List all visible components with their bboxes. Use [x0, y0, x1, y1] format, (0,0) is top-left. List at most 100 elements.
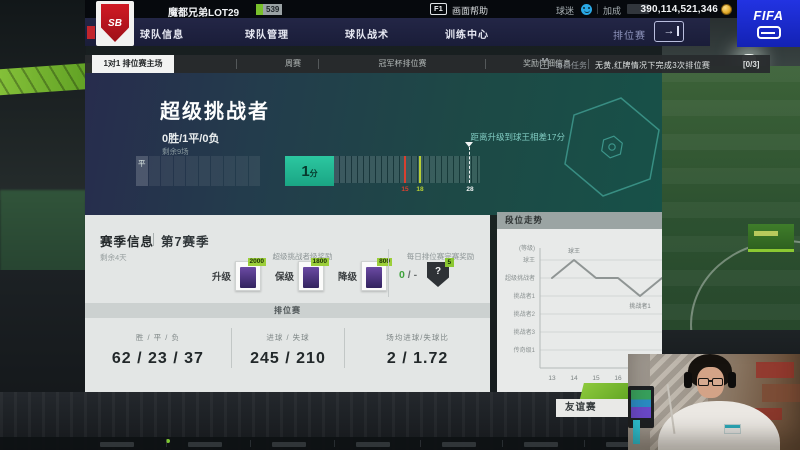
svg-text:挑战者3: 挑战者3: [514, 328, 536, 336]
placement-segment: [198, 156, 210, 186]
bottom-menu-item[interactable]: [272, 442, 306, 447]
pitchside-ad-board-right: [748, 224, 794, 252]
current-points-value: 1: [301, 162, 310, 180]
daily-reward-rest: / -: [404, 269, 418, 281]
bottom-menu-separator: [420, 440, 421, 447]
streamer-head: [684, 354, 736, 402]
bottom-menu-separator: [166, 440, 167, 447]
rank-reward-3[interactable]: 降级 800: [338, 258, 392, 291]
team-name: 魔都兄弟LOT29: [168, 8, 240, 19]
bottom-menu-item[interactable]: [356, 442, 390, 447]
season-panel: 赛季信息 第7赛季 剩余4天 超级挑战者级奖励 升级 2000 保级 1800 降级 80…: [85, 215, 490, 392]
team-level-value: 539: [263, 4, 283, 15]
topbar-divider: [597, 4, 598, 14]
streamer-shirt-logo: [724, 424, 741, 434]
nav-item-4[interactable]: 训练中心: [445, 30, 489, 41]
bottom-menu-item[interactable]: [188, 442, 222, 447]
team-level-badge: 539: [256, 4, 283, 15]
daily-task-progress: [0/3]: [743, 60, 760, 69]
calendar-icon: [540, 57, 549, 69]
webcam-monitor-screen: [631, 390, 651, 418]
bottom-menu-separator: [502, 440, 503, 447]
svg-text:挑战者1: 挑战者1: [514, 292, 536, 300]
current-points-block: 1 分: [285, 156, 334, 186]
rank-emblem-hexagon-icon: [564, 97, 660, 197]
placement-bar: 平: [136, 156, 260, 186]
bonus-label: 加成: [603, 6, 622, 16]
svg-text:16: 16: [614, 375, 622, 382]
rank-panel: 超级挑战者 0胜/1平/0负 剩余9场 平 1 分 15 18 28 距离升级到球王…: [85, 73, 662, 215]
stat-label: 场均进球/失球比: [386, 333, 449, 342]
bottom-menu-separator: [584, 440, 585, 447]
daily-reward-shield-icon[interactable]: ?: [427, 262, 449, 287]
tab-separator: [485, 59, 486, 69]
placement-segment: [211, 156, 223, 186]
current-points-unit: 分: [309, 168, 318, 178]
bottom-menu-item[interactable]: [442, 442, 476, 447]
tab-4[interactable]: 奖励详细信息: [523, 59, 571, 68]
reward-card-icon: 1800: [298, 258, 329, 291]
bottom-menu-item[interactable]: [524, 442, 558, 447]
bottom-menu-item[interactable]: [100, 442, 134, 447]
stat-col-1: 胜 / 平 / 负 62 / 23 / 37: [85, 328, 231, 368]
tab-2[interactable]: 周赛: [285, 59, 301, 68]
placement-segment: [173, 156, 185, 186]
svg-text:挑战者1: 挑战者1: [629, 302, 651, 310]
placement-segment: [223, 156, 235, 186]
coin-icon: [721, 3, 732, 15]
exit-arrow-icon: →: [663, 25, 675, 37]
streamer-webcam: [628, 354, 800, 450]
rewards-divider: [388, 249, 389, 297]
fifa-e-icon: [756, 26, 781, 39]
placement-segment: [236, 156, 248, 186]
reward-label: 升级: [212, 272, 232, 283]
nav-item-1[interactable]: 球队信息: [140, 30, 184, 41]
rank-reward-1[interactable]: 升级 2000: [212, 258, 267, 291]
milestone-tick: [404, 156, 406, 183]
placement-segment: [148, 156, 160, 186]
team-crest-shield-icon: SB: [101, 4, 129, 42]
season-days-remaining: 剩余4天: [100, 253, 127, 262]
promotion-hint: 距离升级到球王相差17分: [470, 132, 565, 142]
bottom-menu-separator: [250, 440, 251, 447]
webcam-shelf-box: [762, 384, 800, 402]
friendly-match-button[interactable]: 友谊赛: [556, 399, 633, 417]
tab-3[interactable]: 冠军杯排位赛: [378, 59, 427, 68]
fifa-logo-text: FIFA: [753, 8, 784, 23]
stat-col-2: 进球 / 失球 245 / 210: [230, 328, 344, 368]
pitchside-ad-board-right-text: [754, 231, 778, 236]
rank-reward-2[interactable]: 保级 1800: [274, 258, 329, 291]
milestone-label: 28: [466, 186, 474, 193]
daily-task-text[interactable]: 无黄,红牌情况下完成3次排位赛: [595, 61, 711, 70]
stat-label: 胜 / 平 / 负: [135, 333, 180, 342]
daily-reward-done: 0: [399, 269, 405, 281]
rank-rewards-title: 超级挑战者级奖励: [272, 252, 333, 261]
webcam-vignette: [628, 354, 800, 450]
stats-row: 胜 / 平 / 负 62 / 23 / 37 进球 / 失球 245 / 210 场均进…: [85, 328, 490, 368]
level-badge-accent: [256, 4, 263, 15]
svg-text:15: 15: [592, 375, 600, 382]
reward-label: 保级: [274, 272, 294, 283]
reward-value-tag: 1800: [310, 258, 329, 266]
team-crest[interactable]: SB: [96, 1, 134, 46]
glasses-right-lens: [712, 378, 723, 386]
card-pack-icon: [365, 267, 382, 288]
sub-tab-bar: 1对1 排位赛主场 周赛 冠军杯排位赛 奖励详细信息 每日任务 无黄,红牌情况下完成3…: [85, 55, 770, 73]
svg-text:挑战者2: 挑战者2: [514, 310, 536, 318]
exit-mode-button[interactable]: →: [654, 21, 684, 42]
tab-separator: [236, 59, 237, 69]
daily-reward-progress: 0 / -: [399, 269, 417, 281]
promotion-goal-line: [469, 147, 470, 183]
milestone-tick: [419, 156, 421, 183]
glasses-left-lens: [698, 378, 709, 386]
points-progress-bar: 15 18 28: [334, 142, 480, 193]
screen-help-label[interactable]: 画面帮助: [452, 6, 489, 16]
fans-smiley-icon: [581, 3, 592, 15]
nav-item-3[interactable]: 球队战术: [345, 30, 389, 41]
tab-1[interactable]: 1对1 排位赛主场: [92, 55, 174, 73]
svg-text:超级挑战者: 超级挑战者: [505, 274, 535, 282]
rank-record: 0胜/1平/0负: [162, 133, 220, 145]
nav-item-2[interactable]: 球队管理: [245, 30, 289, 41]
bottom-menu-item[interactable]: [606, 442, 640, 447]
rank-rewards-row: 升级 2000 保级 1800 降级 800: [212, 258, 392, 291]
